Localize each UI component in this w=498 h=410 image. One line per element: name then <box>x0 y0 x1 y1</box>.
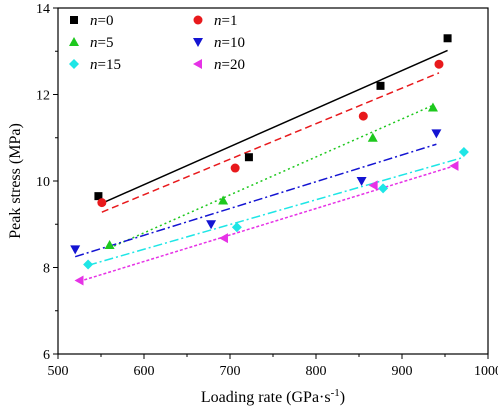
y-tick-label: 10 <box>36 175 50 190</box>
fit-line-1 <box>101 72 440 213</box>
data-point-n1 <box>358 111 368 121</box>
data-point-n0 <box>443 34 452 43</box>
legend-marker-n10 <box>193 38 203 47</box>
data-point-n10 <box>356 177 367 186</box>
legend-marker-n0 <box>70 16 78 24</box>
data-point-n5 <box>427 102 438 112</box>
data-point-n15 <box>458 147 469 158</box>
legend-label-n10: n=10 <box>214 35 245 51</box>
y-tick-label: 6 <box>43 348 50 363</box>
legend-marker-n5 <box>69 37 79 46</box>
fit-line-10 <box>74 143 437 258</box>
data-point-n1 <box>97 198 107 208</box>
data-point-n0 <box>244 153 253 162</box>
data-point-n20 <box>218 233 228 244</box>
data-point-n15 <box>231 222 242 233</box>
legend: n=0 n=1 n=5 n=10 n=15 n=20 <box>69 13 245 73</box>
data-point-n5 <box>104 240 115 250</box>
legend-label-n1: n=1 <box>214 13 237 29</box>
data-point-n20 <box>449 160 459 171</box>
data-point-n10 <box>431 129 442 139</box>
x-tick-label: 500 <box>48 364 69 379</box>
data-point-n0 <box>94 192 103 201</box>
legend-marker-n15 <box>69 59 79 69</box>
data-point-n5 <box>218 195 229 205</box>
y-axis-title: Peak stress (MPa) <box>7 123 24 239</box>
y-tick-label: 14 <box>36 2 50 17</box>
legend-label-n5: n=5 <box>90 35 113 51</box>
data-point-n20 <box>368 180 378 191</box>
y-tick-label: 8 <box>43 262 50 277</box>
data-point-n15 <box>378 183 389 194</box>
fit-line-0 <box>98 49 448 206</box>
data-point-n5 <box>367 132 378 142</box>
x-axis-title: Loading rate (GPa·s-1) <box>201 387 345 406</box>
plot-frame <box>57 7 489 355</box>
fit-line-5 <box>109 104 434 249</box>
data-point-n1 <box>434 59 444 69</box>
x-tick-label: 1000 <box>474 364 498 379</box>
data-point-n1 <box>230 163 240 173</box>
data-point-n10 <box>70 245 81 255</box>
legend-marker-n1 <box>193 15 203 25</box>
x-tick-label: 800 <box>306 364 327 379</box>
data-point-n20 <box>74 275 84 286</box>
x-tick-label: 700 <box>220 364 241 379</box>
legend-marker-n20 <box>193 59 202 69</box>
fit-line-15 <box>87 156 465 267</box>
legend-label-n15: n=15 <box>90 57 121 73</box>
y-tick-label: 12 <box>36 89 50 104</box>
legend-label-n0: n=0 <box>90 13 113 29</box>
x-tick-label: 600 <box>134 364 155 379</box>
data-point-n10 <box>206 220 217 230</box>
data-point-n0 <box>376 81 385 90</box>
legend-label-n20: n=20 <box>214 57 245 73</box>
x-tick-label: 900 <box>392 364 413 379</box>
data-point-n15 <box>83 259 94 270</box>
fit-line-20 <box>79 165 455 283</box>
